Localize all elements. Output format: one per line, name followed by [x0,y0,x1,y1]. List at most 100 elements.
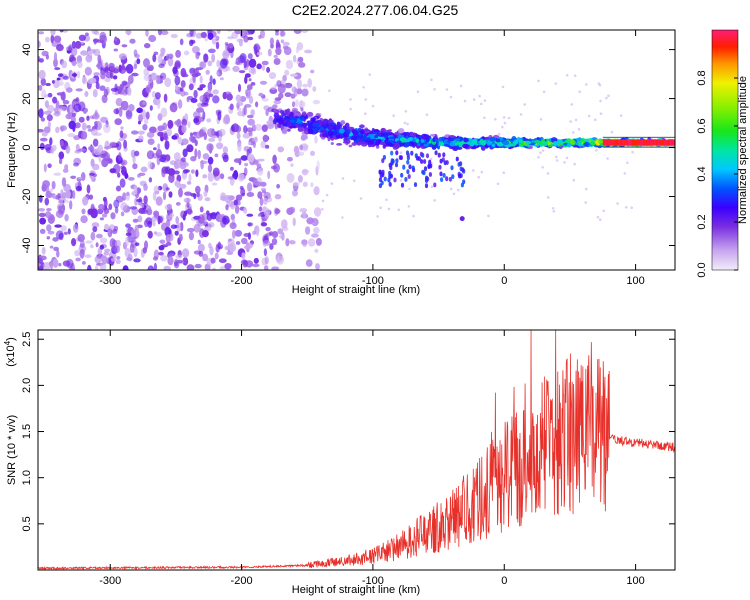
noise-blob [312,86,317,92]
faint-dot [341,216,344,219]
signal-core [669,139,673,146]
faint-dot [379,206,383,209]
noise-blob [271,238,278,246]
signal-blob [430,133,436,137]
signal-blob [459,216,465,222]
noise-blob [212,78,216,85]
noise-blob [76,55,83,64]
noise-blob [145,111,150,120]
noise-blob [173,133,180,140]
signal-blob [378,169,382,175]
noise-blob [80,131,88,140]
noise-blob [101,213,108,218]
noise-blob [271,266,280,270]
noise-blob [311,233,319,238]
faint-dot [445,88,449,91]
noise-blob [71,40,76,49]
noise-blob [232,229,236,239]
faint-dot [519,113,523,116]
noise-blob [206,213,213,222]
noise-blob [138,114,143,123]
noise-blob [163,265,171,270]
signal-blob [415,138,420,143]
faint-dot [392,114,396,117]
noise-blob [65,190,71,199]
signal-blob [352,130,359,136]
noise-blob [74,40,82,49]
signal-blob [388,129,392,132]
signal-blob [449,141,456,147]
signal-core [656,139,659,146]
noise-blob [277,146,285,153]
signal-blob [423,159,427,164]
noise-blob [92,89,98,98]
noise-blob [162,191,167,201]
noise-blob [90,208,98,219]
faint-dot [385,198,388,202]
signal-core [621,139,624,146]
noise-blob [206,143,214,152]
noise-blob [278,92,284,99]
faint-dot [606,157,609,160]
noise-blob [119,130,124,139]
signal-blob [491,143,495,147]
signal-core [639,139,642,146]
noise-blob [238,38,243,47]
faint-dot [537,79,540,83]
noise-blob [68,120,76,130]
signal-core [640,139,644,146]
noise-blob [247,92,252,97]
noise-blob [38,55,41,62]
noise-blob [137,215,143,223]
snr-y-axis-label: SNR (10 * v/v) [6,415,18,485]
noise-blob [289,240,293,244]
signal-core [608,139,611,146]
noise-blob [248,78,252,82]
noise-blob [51,80,55,84]
faint-dot [412,214,415,218]
noise-blob [261,98,269,102]
snr-scale-exponent: 4 [3,340,12,345]
noise-blob [216,30,221,34]
noise-blob [260,222,268,227]
signal-blob [458,173,462,179]
noise-blob [169,102,178,113]
faint-dot [328,89,331,92]
noise-blob [265,226,271,232]
faint-dot [496,182,500,186]
noise-blob [55,209,64,219]
signal-blob [417,156,421,162]
noise-blob [146,150,155,160]
noise-blob [71,60,78,65]
noise-blob [174,159,182,169]
noise-blob [246,213,254,217]
noise-blob [50,34,55,44]
noise-blob [188,83,194,91]
noise-blob [246,192,255,197]
faint-dot [387,207,391,211]
faint-dot [630,206,633,209]
noise-blob [276,184,280,189]
noise-blob [176,259,183,264]
noise-blob [292,54,297,63]
x-tick-label: 100 [626,575,644,587]
noise-blob [258,34,262,40]
noise-blob [119,178,126,188]
x-tick-label: -200 [231,275,253,287]
signal-blob [356,135,364,139]
faint-dot [406,122,409,126]
noise-blob [38,194,43,203]
noise-blob [241,252,246,260]
noise-blob [86,184,91,194]
noise-blob [202,111,206,120]
noise-blob [297,56,304,63]
noise-blob [38,257,43,264]
noise-blob [60,106,68,112]
noise-blob [113,199,120,209]
noise-blob [83,110,87,114]
noise-blob [160,136,164,142]
noise-blob [199,75,203,84]
noise-blob [248,141,252,146]
noise-blob [259,181,267,187]
noise-blob [173,152,181,162]
